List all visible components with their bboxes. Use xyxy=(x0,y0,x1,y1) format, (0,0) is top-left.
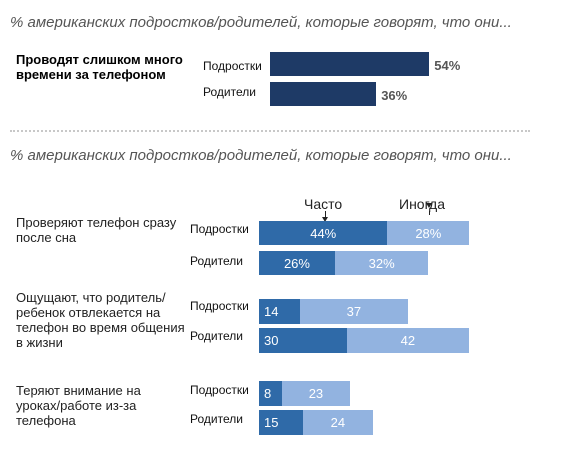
segment-often: 14 xyxy=(259,299,300,324)
segment-sometimes: 23 xyxy=(282,381,350,406)
group2-bar-parents: 30 42 xyxy=(259,328,559,353)
bottom-chart-subtitle: % американских подростков/родителей, кот… xyxy=(10,147,512,164)
group3-row-label-teens: Подростки xyxy=(190,383,249,397)
segment-often: 26% xyxy=(259,251,335,275)
legend-often-arrow xyxy=(322,217,328,222)
top-question-label: Проводят слишком много времени за телефо… xyxy=(16,52,183,82)
group2-row-label-parents: Родители xyxy=(190,329,243,343)
segment-often: 44% xyxy=(259,221,388,245)
group3-bar-parents: 15 24 xyxy=(259,410,559,435)
top-chart-subtitle: % американских подростков/родителей, кот… xyxy=(10,14,512,31)
top-value-label-teens: 54% xyxy=(434,58,461,73)
group3-question-label: Теряют внимание на уроках/работе из-за т… xyxy=(16,383,141,428)
top-row-label-teens: Подростки xyxy=(203,59,262,73)
group2-row-label-teens: Подростки xyxy=(190,299,249,313)
group1-bar-teens: 44% 28% xyxy=(259,221,559,245)
group3-bar-teens: 8 23 xyxy=(259,381,559,406)
group2-bar-teens: 14 37 xyxy=(259,299,559,324)
top-bar-teens xyxy=(270,52,430,76)
group1-row-label-teens: Подростки xyxy=(190,222,249,236)
legend-sometimes-tick xyxy=(429,211,430,215)
group1-question-label: Проверяют телефон сразу после сна xyxy=(16,215,177,245)
legend-sometimes-arrow xyxy=(426,203,432,208)
segment-sometimes: 37 xyxy=(299,299,408,324)
segment-sometimes: 32% xyxy=(334,251,429,275)
segment-sometimes: 24 xyxy=(302,410,373,435)
legend-sometimes-label: Иногда xyxy=(399,196,446,212)
group1-row-label-parents: Родители xyxy=(190,254,243,268)
top-value-label-parents: 36% xyxy=(381,88,408,103)
group3-row-label-parents: Родители xyxy=(190,412,243,426)
top-row-label-parents: Родители xyxy=(203,85,256,99)
segment-sometimes: 28% xyxy=(387,221,470,245)
segment-often: 30 xyxy=(259,328,347,353)
legend-often-label: Часто xyxy=(304,196,343,212)
section-divider xyxy=(10,130,530,132)
segment-often: 8 xyxy=(259,381,283,406)
segment-sometimes: 42 xyxy=(346,328,470,353)
group1-bar-parents: 26% 32% xyxy=(259,251,559,275)
group2-question-label: Ощущают, что родитель/ребенок отвлекаетс… xyxy=(16,290,185,350)
top-bar-parents xyxy=(270,82,377,106)
legend-often-tick xyxy=(325,211,326,218)
segment-often: 15 xyxy=(259,410,303,435)
